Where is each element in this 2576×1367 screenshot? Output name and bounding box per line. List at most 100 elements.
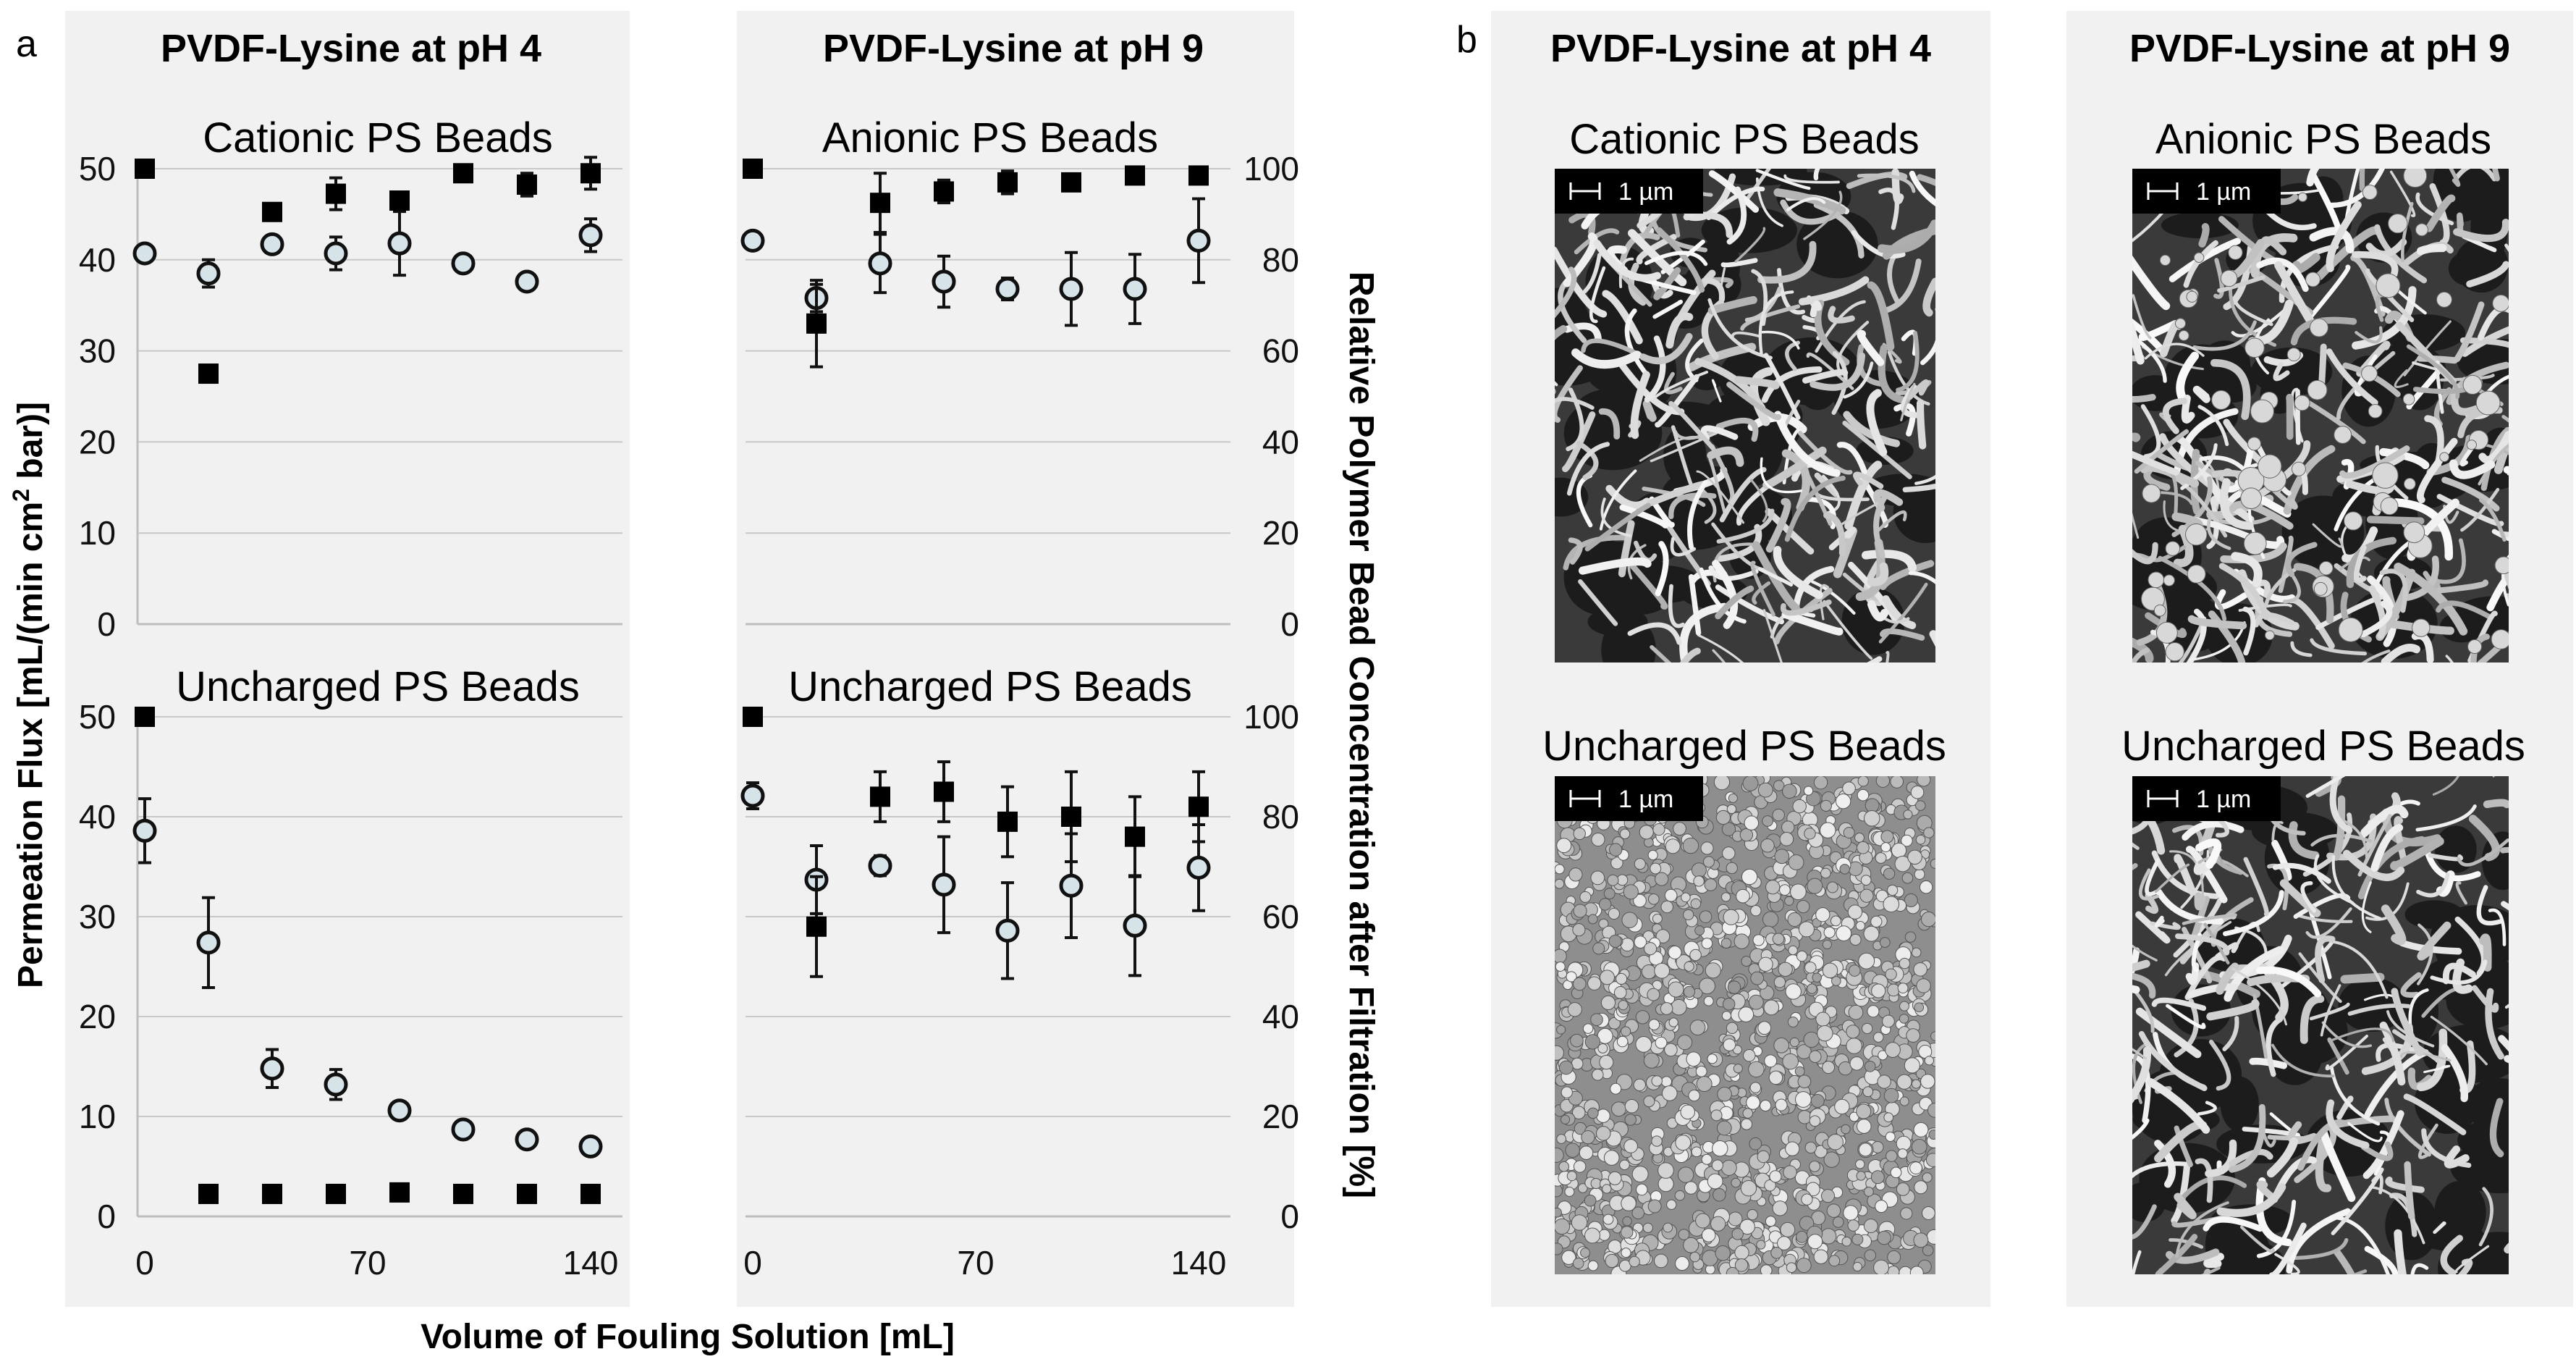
sem-title-uncharged-ph4: Uncharged PS Beads xyxy=(1542,723,1946,770)
panel-b-column-title-ph4: PVDF-Lysine at pH 4 xyxy=(1550,27,1931,70)
subplot-title-cationic: Cationic PS Beads xyxy=(203,114,553,161)
data-point-circle xyxy=(578,1134,603,1158)
sem-title-cationic: Cationic PS Beads xyxy=(1569,116,1920,163)
data-point-square xyxy=(1188,165,1209,186)
data-point-circle xyxy=(740,228,765,253)
data-point-circle xyxy=(451,1117,476,1142)
y-tick-label-left: 50 xyxy=(79,698,116,736)
y-tick-label-right: 60 xyxy=(1262,332,1299,370)
sem-texture xyxy=(1555,169,1935,663)
y-tick-label-right: 80 xyxy=(1262,798,1299,836)
y-tick-label-right: 20 xyxy=(1262,514,1299,552)
data-point-circle xyxy=(515,1127,539,1152)
data-point-square xyxy=(453,1183,473,1204)
data-point-circle xyxy=(132,241,157,266)
data-point-circle xyxy=(387,1098,412,1123)
y-tick-label-right: 60 xyxy=(1262,898,1299,935)
data-point-square xyxy=(135,707,155,727)
y-tick-label-left: 40 xyxy=(79,798,116,836)
y-tick-label-left: 20 xyxy=(79,998,116,1035)
y-tick-label-right: 40 xyxy=(1262,998,1299,1035)
data-point-circle xyxy=(196,261,221,286)
data-point-square xyxy=(198,1183,219,1204)
data-point-square xyxy=(934,781,954,802)
panel-a-left-background xyxy=(65,11,630,1307)
panel-b-column-title-ph9: PVDF-Lysine at pH 9 xyxy=(2129,27,2510,70)
x-tick-label: 0 xyxy=(743,1244,762,1282)
scale-bar-label: 1 µm xyxy=(1618,786,1673,813)
data-point-square xyxy=(580,163,601,184)
data-point-square xyxy=(743,707,763,727)
data-point-circle xyxy=(995,918,1020,943)
data-point-square xyxy=(580,1183,601,1204)
panel-a-column-title-ph9: PVDF-Lysine at pH 9 xyxy=(823,27,1204,70)
data-point-square xyxy=(997,172,1018,193)
data-point-square xyxy=(517,174,537,195)
scale-bar-label: 1 µm xyxy=(2196,786,2251,813)
scale-bar: 1 µm xyxy=(1555,169,1703,214)
data-point-square xyxy=(1061,172,1081,193)
x-tick-label: 0 xyxy=(135,1244,154,1282)
y-tick-label-right: 20 xyxy=(1262,1098,1299,1135)
data-point-square xyxy=(262,1183,282,1204)
data-point-circle xyxy=(868,251,892,276)
data-point-circle xyxy=(515,269,539,294)
y-tick-label-right: 40 xyxy=(1262,423,1299,460)
y-tick-label-right: 0 xyxy=(1280,605,1299,643)
data-point-circle xyxy=(132,818,157,843)
scale-bar-label: 1 µm xyxy=(1618,178,1673,206)
sem-title-uncharged-ph9: Uncharged PS Beads xyxy=(2121,723,2525,770)
sem-image-uncharged-ph4: 1 µm xyxy=(1555,776,1935,1274)
y-tick-label-left: 30 xyxy=(79,898,116,935)
x-axis-label: Volume of Fouling Solution [mL] xyxy=(421,1318,955,1356)
sem-texture xyxy=(2132,169,2509,663)
data-point-circle xyxy=(740,783,765,808)
data-point-circle xyxy=(1186,228,1211,253)
y-tick-label-left: 10 xyxy=(79,514,116,552)
data-point-circle xyxy=(260,232,284,256)
data-point-circle xyxy=(260,1056,284,1081)
data-point-square xyxy=(1125,826,1145,847)
data-point-square xyxy=(743,159,763,179)
data-point-circle xyxy=(324,1072,348,1097)
panel-a-column-title-ph4: PVDF-Lysine at pH 4 xyxy=(161,27,541,70)
plot-cationic-ph4: 0 10 20 30 40 50 xyxy=(79,150,622,643)
plot-uncharged-ph4: 0 10 20 30 40 50 0 70 140 xyxy=(79,698,622,1282)
subplot-title-uncharged-ph4: Uncharged PS Beads xyxy=(176,663,580,710)
sem-image-uncharged-ph9: 1 µm xyxy=(2132,776,2509,1274)
data-point-square xyxy=(1125,165,1145,186)
y-axis-label-left-main: Permeation Flux [mL/(min cm xyxy=(12,502,50,988)
data-point-circle xyxy=(196,930,221,955)
data-point-circle xyxy=(932,872,956,897)
y-tick-label-right: 0 xyxy=(1280,1198,1299,1235)
data-point-circle xyxy=(1123,913,1147,938)
data-point-square xyxy=(997,811,1018,832)
sem-texture xyxy=(1555,776,1935,1274)
data-point-square xyxy=(870,786,890,807)
y-axis-label-left-end: bar)] xyxy=(12,402,50,489)
data-point-square xyxy=(870,193,890,214)
data-point-circle xyxy=(1059,277,1084,301)
data-point-square xyxy=(1188,796,1209,817)
x-tick-label: 70 xyxy=(349,1244,386,1282)
y-axis-label-left-sup: 2 xyxy=(8,489,34,502)
scale-bar: 1 µm xyxy=(2132,169,2281,214)
data-point-circle xyxy=(387,231,412,256)
sem-image-anionic-ph9: 1 µm xyxy=(2132,169,2509,663)
plot-anionic-ph9: 0 20 40 60 80 100 xyxy=(740,150,1299,643)
data-point-square xyxy=(135,159,155,179)
data-point-square xyxy=(326,183,346,204)
subplot-title-uncharged-ph9: Uncharged PS Beads xyxy=(788,663,1192,710)
x-tick-label: 70 xyxy=(957,1244,994,1282)
sem-texture xyxy=(2132,776,2509,1274)
panel-a-right-background xyxy=(737,11,1294,1307)
data-point-circle xyxy=(578,223,603,248)
sem-image-cationic-ph4: 1 µm xyxy=(1555,169,1935,663)
data-point-square xyxy=(326,1183,346,1204)
data-point-square xyxy=(389,1182,410,1203)
y-tick-label-left: 20 xyxy=(79,423,116,460)
data-point-square xyxy=(806,916,827,937)
panel-letter-b: b xyxy=(1456,19,1477,61)
sem-title-anionic: Anionic PS Beads xyxy=(2155,116,2491,163)
scale-bar-label: 1 µm xyxy=(2196,178,2251,206)
